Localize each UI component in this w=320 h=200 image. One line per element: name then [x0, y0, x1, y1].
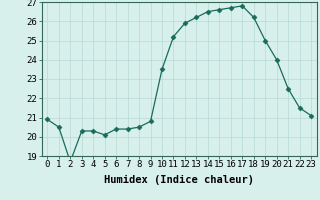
X-axis label: Humidex (Indice chaleur): Humidex (Indice chaleur)	[104, 175, 254, 185]
